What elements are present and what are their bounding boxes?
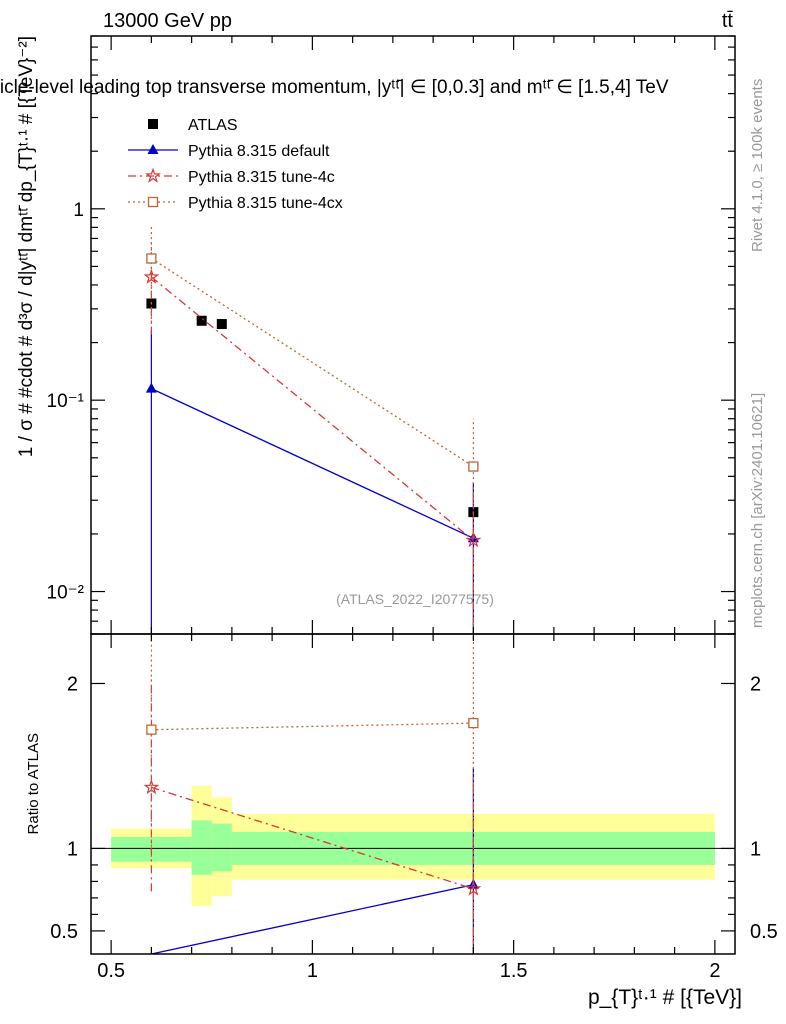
analysis-watermark: (ATLAS_2022_I2077575)	[336, 591, 494, 607]
header-right-label: tt̄	[722, 10, 734, 32]
x-tick-label-2: 1.5	[500, 960, 528, 982]
ratio-series-2-line	[151, 722, 474, 731]
main-series-2-point-0	[143, 268, 160, 284]
legend-label-0: ATLAS	[188, 117, 238, 134]
main-series-3-point-0	[146, 253, 157, 264]
main-y-tick-label-0: 10⁻²	[47, 583, 85, 604]
ratio-y-tick-label-1: 1	[67, 838, 78, 860]
legend-marker-0	[148, 119, 158, 129]
main-series-3-line	[151, 257, 474, 468]
ratio-series-1-line	[151, 786, 474, 890]
ratio-plot-frame	[90, 633, 736, 955]
ratio-y-tick-label-right-0: 0.5	[750, 921, 778, 943]
main-series-2-line	[150, 276, 474, 541]
ratio-y-axis-title: Ratio to ATLAS	[25, 733, 42, 834]
rivet-version-label: Rivet 4.1.0, ≥ 100k events	[749, 79, 766, 252]
legend-label-1: Pythia 8.315 default	[188, 143, 330, 160]
main-series-3-point-1	[468, 461, 479, 472]
legend-marker-3	[147, 196, 159, 208]
main-y-axis-title: 1 / σ # #cdot # d³σ / d|yᵗᵗ̄| dmᵗᵗ̄ dp_{…	[16, 36, 37, 457]
legend-label-2: Pythia 8.315 tune-4c	[188, 169, 335, 186]
ratio-y-tick-label-0: 0.5	[50, 921, 78, 943]
legend-marker-1	[147, 144, 159, 154]
legend: ATLAS Pythia 8.315 default Pythia 8.315 tu…	[128, 117, 343, 212]
ratio-series-1-point-1	[465, 880, 482, 896]
legend-marker-2	[145, 167, 161, 183]
x-tick-label-3: 2	[709, 960, 720, 982]
main-series-1-point-0	[145, 382, 157, 393]
x-axis-title: p_{T}ᵗ·¹ # [{TeV}]	[588, 986, 742, 1009]
main-series-0-point-1	[196, 315, 207, 326]
ratio-series-2-point-1	[468, 717, 479, 729]
main-series-0-point-2	[216, 319, 227, 330]
ratio-y-tick-label-2: 2	[67, 673, 78, 695]
header-left-label: 13000 GeV pp	[103, 10, 232, 32]
axis-ticks: 0.5 1 1.5 2 10⁻² 10⁻¹ 1 0.5 0.5 1 1 2 2	[47, 35, 778, 982]
main-series-1-line	[151, 388, 474, 539]
chart-title: Particle-level leading top transverse mo…	[0, 77, 669, 98]
x-tick-label-1: 1	[307, 960, 318, 982]
ratio-series-2-point-0	[146, 724, 157, 735]
ratio-y-tick-label-right-1: 1	[750, 838, 761, 860]
ratio-plot-series	[143, 634, 482, 954]
ratio-uncertainty-bands	[91, 785, 735, 907]
main-y-tick-label-2: 1	[73, 200, 84, 221]
legend-label-3: Pythia 8.315 tune-4cx	[188, 195, 343, 212]
ratio-series-0-line	[151, 884, 474, 954]
x-tick-label-0: 0.5	[97, 960, 125, 982]
ratio-y-tick-label-right-2: 2	[750, 673, 761, 695]
main-plot-series	[143, 224, 482, 634]
ratio-band-inner-2	[211, 823, 232, 872]
mcplots-source-label: mcplots.cern.ch [arXiv:2401.10621]	[749, 393, 766, 628]
main-y-tick-label-1: 10⁻¹	[47, 391, 85, 412]
ratio-band-inner-1	[191, 820, 212, 875]
